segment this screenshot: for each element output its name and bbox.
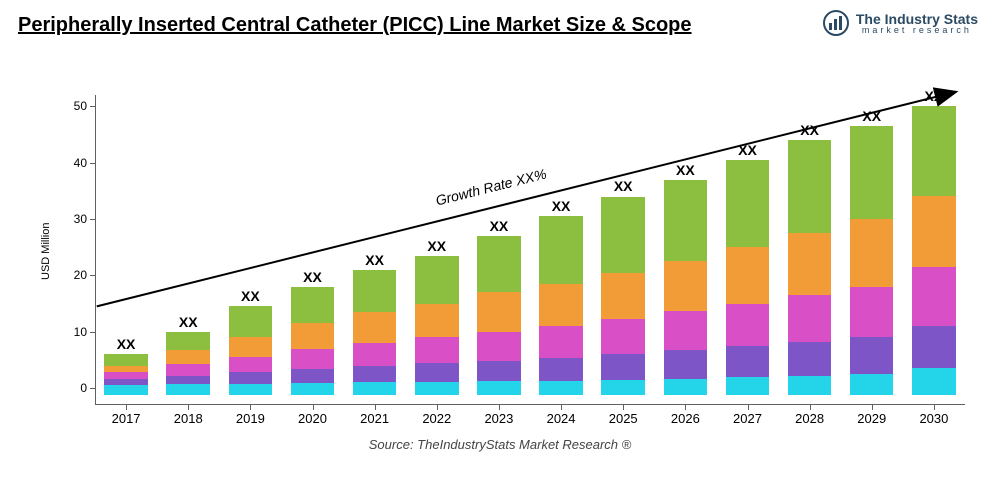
x-ticks: 2017201820192020202120222023202420252026… (95, 405, 965, 426)
chart-container: Peripherally Inserted Central Catheter (… (0, 0, 1000, 500)
brand-logo-main: The Industry Stats (856, 12, 978, 26)
brand-logo-sub: market research (856, 26, 978, 35)
growth-arrow (95, 83, 965, 405)
chart-source: Source: TheIndustryStats Market Research… (0, 437, 1000, 452)
brand-logo-icon (822, 10, 850, 36)
y-axis-label: USD Million (40, 223, 52, 280)
y-tick-label: 10 (57, 325, 87, 339)
brand-logo: The Industry Stats market research (822, 10, 978, 36)
y-tick-label: 20 (57, 268, 87, 282)
y-tick-label: 30 (57, 212, 87, 226)
y-tick-label: 40 (57, 156, 87, 170)
stacked-bar-chart: USD Million01020304050XXXXXXXXXXXXXXXXXX… (95, 95, 965, 405)
y-tick-label: 50 (57, 99, 87, 113)
y-tick-label: 0 (57, 381, 87, 395)
